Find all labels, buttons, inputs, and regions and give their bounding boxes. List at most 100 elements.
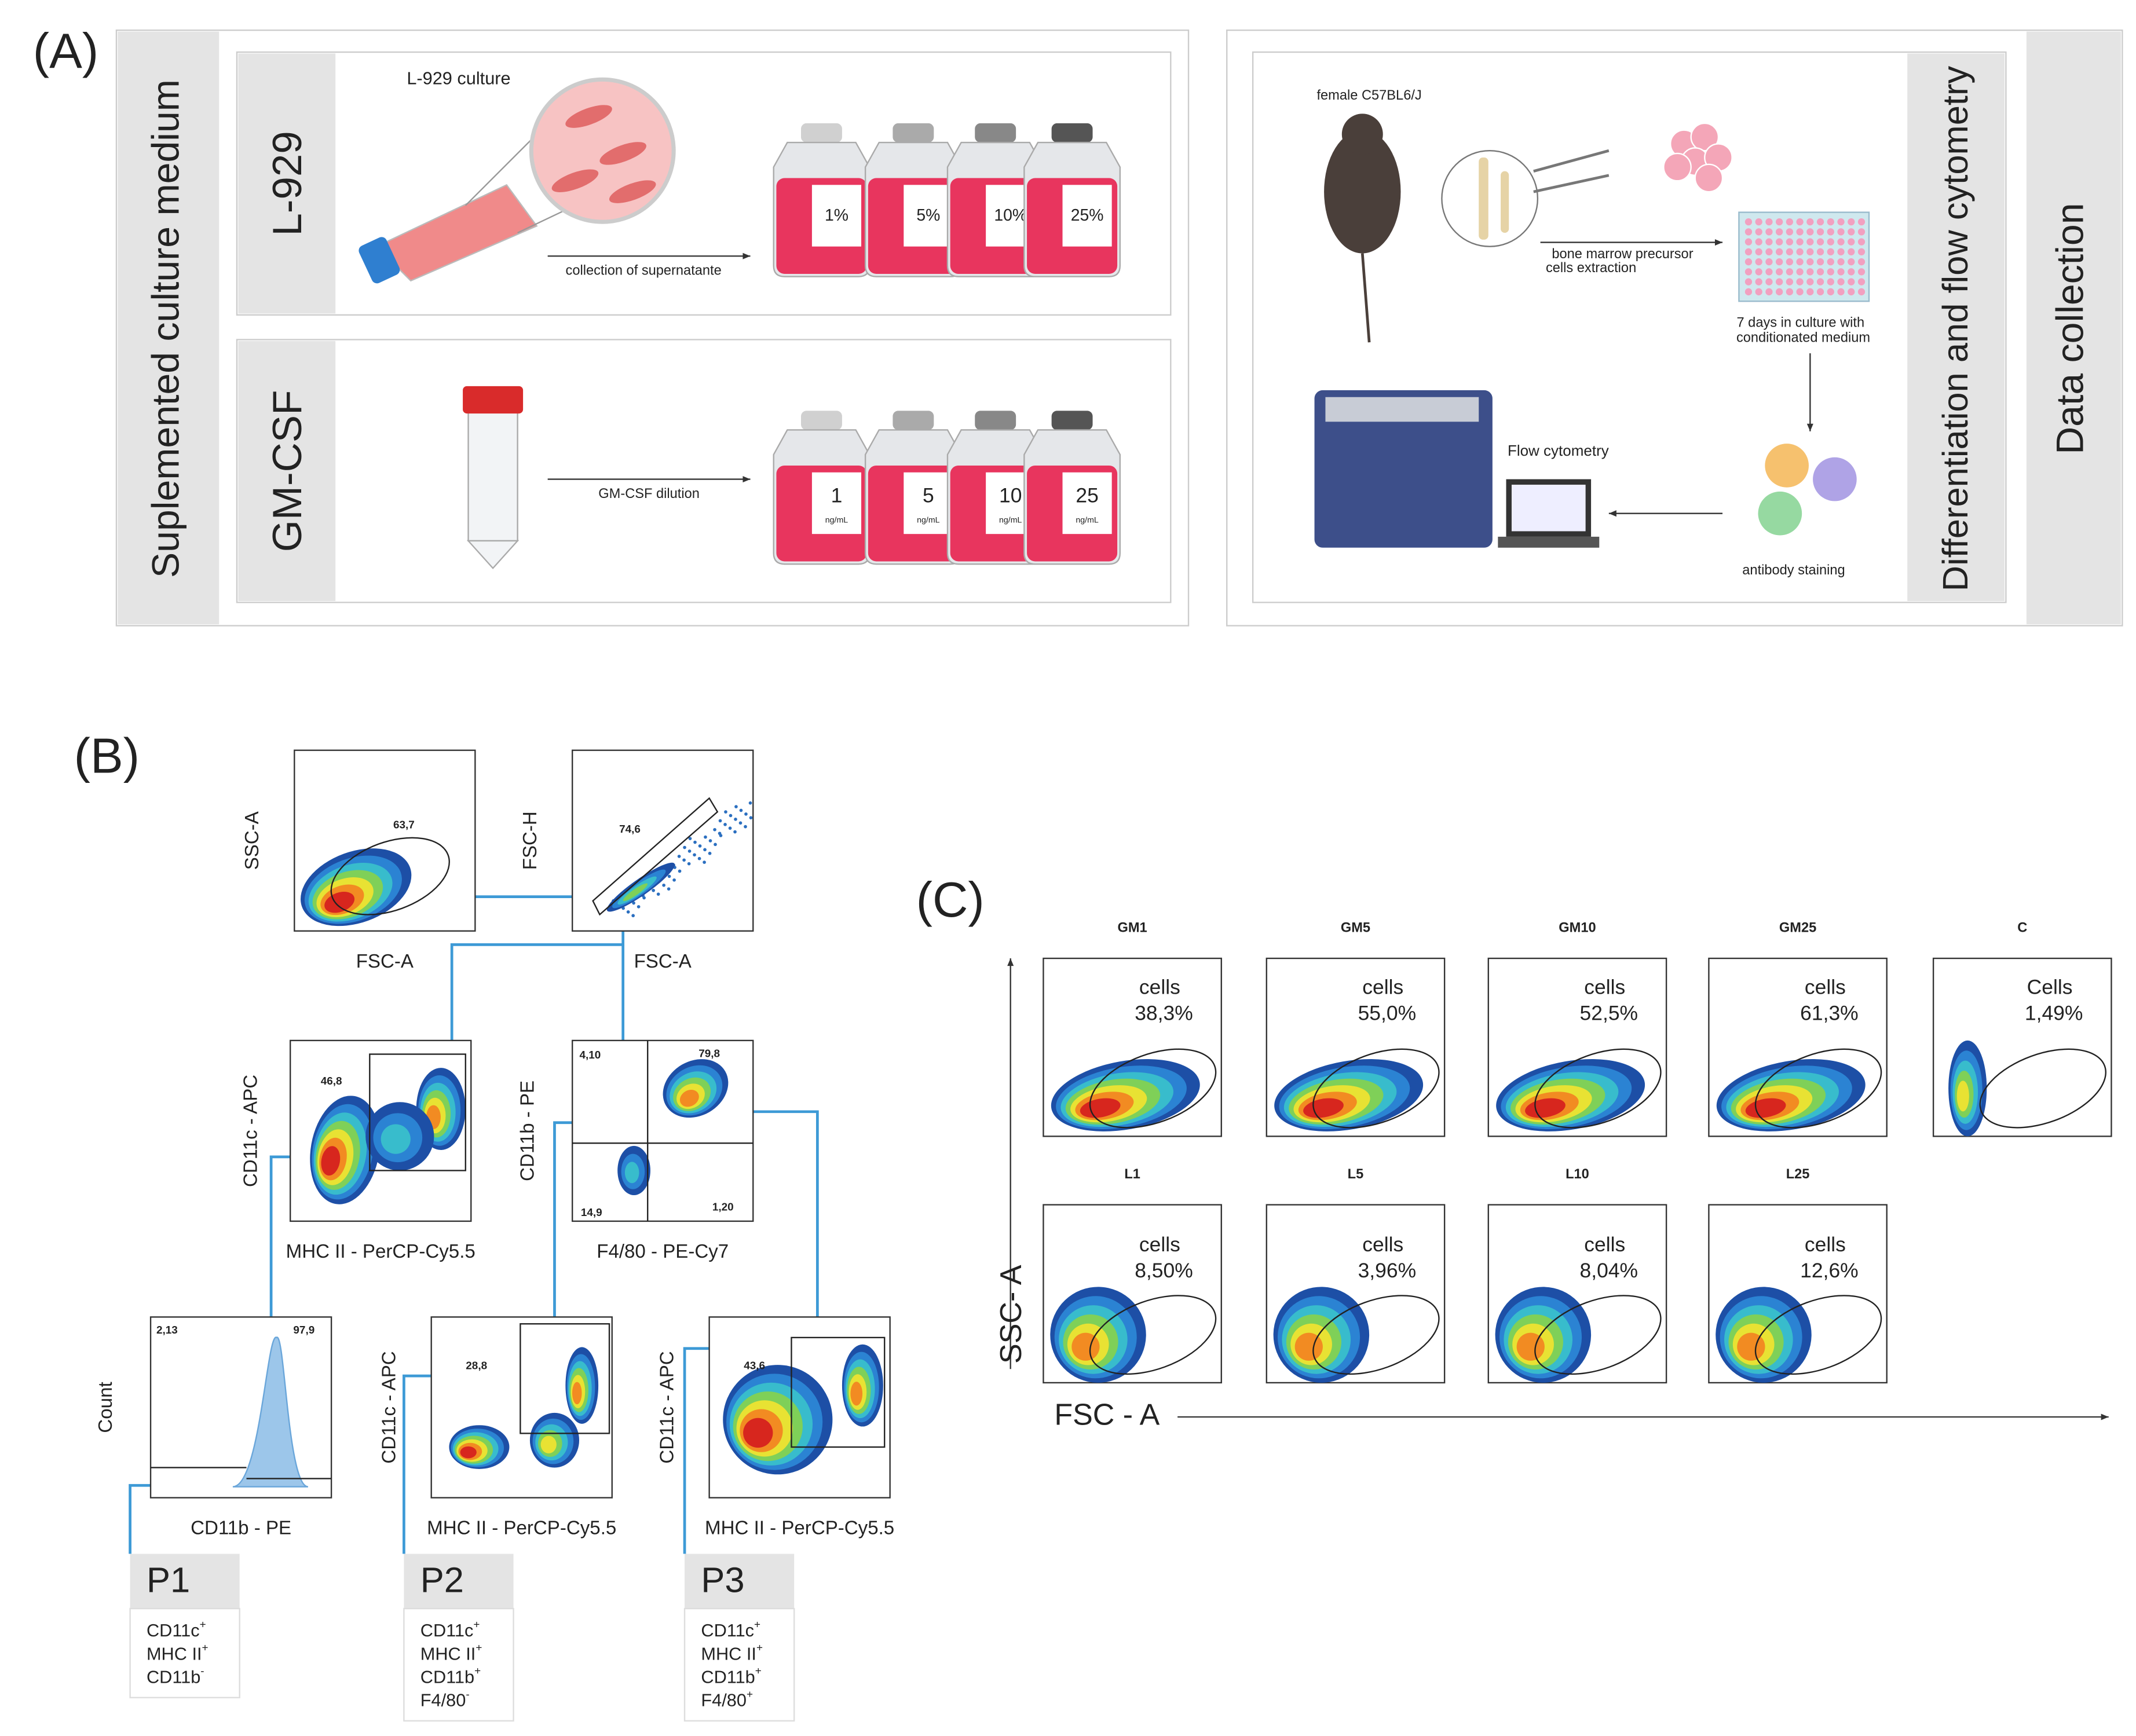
well: [1776, 228, 1783, 236]
flask-cap: [359, 237, 400, 284]
label: Flow cytometry: [1508, 442, 1609, 459]
event: [703, 848, 707, 852]
well: [1786, 258, 1794, 266]
well: [1806, 248, 1814, 256]
gate: [1312, 1295, 1440, 1375]
marker-sign: +: [200, 1618, 206, 1631]
well: [1744, 258, 1753, 266]
well: [1755, 278, 1762, 285]
well: [1816, 248, 1824, 256]
event: [703, 860, 706, 864]
row-title: GM-CSF: [265, 390, 310, 552]
population-name: P3: [701, 1560, 744, 1600]
x-axis-label: CD11b - PE: [191, 1518, 291, 1539]
marker-sign: +: [754, 1618, 760, 1631]
well: [1776, 218, 1783, 226]
marker: MHC II+: [147, 1642, 209, 1664]
population-name: P1: [147, 1560, 190, 1600]
well: [1765, 258, 1773, 266]
event: [632, 901, 635, 905]
bottle-cap: [893, 123, 934, 143]
bottle-label: [811, 472, 862, 534]
well: [1786, 238, 1794, 246]
well: [1786, 268, 1794, 276]
row-title: L-929: [265, 131, 310, 236]
well: [1776, 288, 1783, 296]
laptop-base: [1498, 536, 1600, 548]
gate-name: cells: [1139, 1233, 1180, 1256]
cytometer: [1314, 390, 1493, 548]
tube: [467, 410, 518, 542]
well: [1765, 248, 1773, 256]
y-axis-label: CD11c - APC: [379, 1351, 400, 1463]
well: [1744, 278, 1753, 285]
well: [1744, 218, 1753, 226]
event: [693, 853, 696, 857]
well: [1857, 238, 1866, 246]
well: [1786, 248, 1794, 256]
well: [1786, 218, 1794, 226]
well: [1806, 258, 1814, 266]
marker-sign: +: [474, 1665, 481, 1678]
event: [642, 896, 646, 900]
gate: [1312, 1048, 1440, 1129]
well: [1816, 258, 1824, 266]
x-axis-label: MHC II - PerCP-Cy5.5: [286, 1241, 476, 1262]
marker-sign: +: [476, 1642, 482, 1654]
plot-frame: [572, 1039, 754, 1222]
well: [1857, 278, 1866, 285]
gate-value: 8,04%: [1580, 1259, 1638, 1282]
gate-name: Cells: [2027, 975, 2073, 998]
bone: [1479, 158, 1488, 240]
label: antibody staining: [1742, 563, 1845, 578]
label: ng/mL: [999, 515, 1022, 525]
well: [1848, 268, 1855, 276]
x-axis-label: FSC - A: [1054, 1398, 1160, 1432]
well: [1837, 238, 1845, 246]
plate: [1738, 211, 1870, 302]
density: [850, 1382, 863, 1406]
marker-sign: +: [747, 1689, 753, 1701]
x-axis-label: FSC-A: [356, 951, 414, 972]
event: [682, 858, 686, 862]
well: [1765, 288, 1773, 296]
label: ng/mL: [825, 515, 848, 525]
plot-title: L5: [1348, 1167, 1364, 1182]
connector: [450, 931, 625, 1041]
marker-name: MHC II: [420, 1643, 476, 1664]
population-box: [683, 1607, 795, 1722]
side-strip: [1907, 53, 2005, 602]
well: [1827, 238, 1834, 246]
event: [637, 905, 641, 909]
well: [1806, 218, 1814, 226]
bottle-label: [904, 472, 953, 534]
density: [460, 1446, 477, 1459]
gate-value: 52,5%: [1580, 1001, 1638, 1024]
side-title: Suplemented culture medium: [144, 79, 187, 578]
side-strip: [2026, 31, 2121, 625]
arrow-head: [1714, 239, 1723, 246]
event: [713, 827, 716, 832]
stained-cell: [1813, 457, 1857, 501]
well: [1744, 248, 1753, 256]
connector: [553, 1121, 575, 1317]
well: [1827, 248, 1834, 256]
marker: MHC II+: [701, 1642, 763, 1664]
gate: [1979, 1048, 2106, 1129]
well: [1816, 278, 1824, 285]
x-axis-label: MHC II - PerCP-Cy5.5: [705, 1518, 894, 1539]
gate: [1534, 1048, 1662, 1129]
y-axis-label: CD11b - PE: [517, 1081, 538, 1181]
marker-name: F4/80: [420, 1690, 466, 1711]
plot-title: L10: [1566, 1167, 1589, 1182]
event: [693, 840, 697, 844]
marker-sign: +: [473, 1618, 480, 1631]
well: [1776, 258, 1783, 266]
event: [714, 843, 717, 847]
arrow-head: [1608, 510, 1616, 517]
gate: [592, 797, 719, 916]
bottle-cap: [801, 123, 842, 143]
label: 25%: [1071, 206, 1104, 225]
cell: [599, 142, 646, 165]
well: [1857, 268, 1866, 276]
